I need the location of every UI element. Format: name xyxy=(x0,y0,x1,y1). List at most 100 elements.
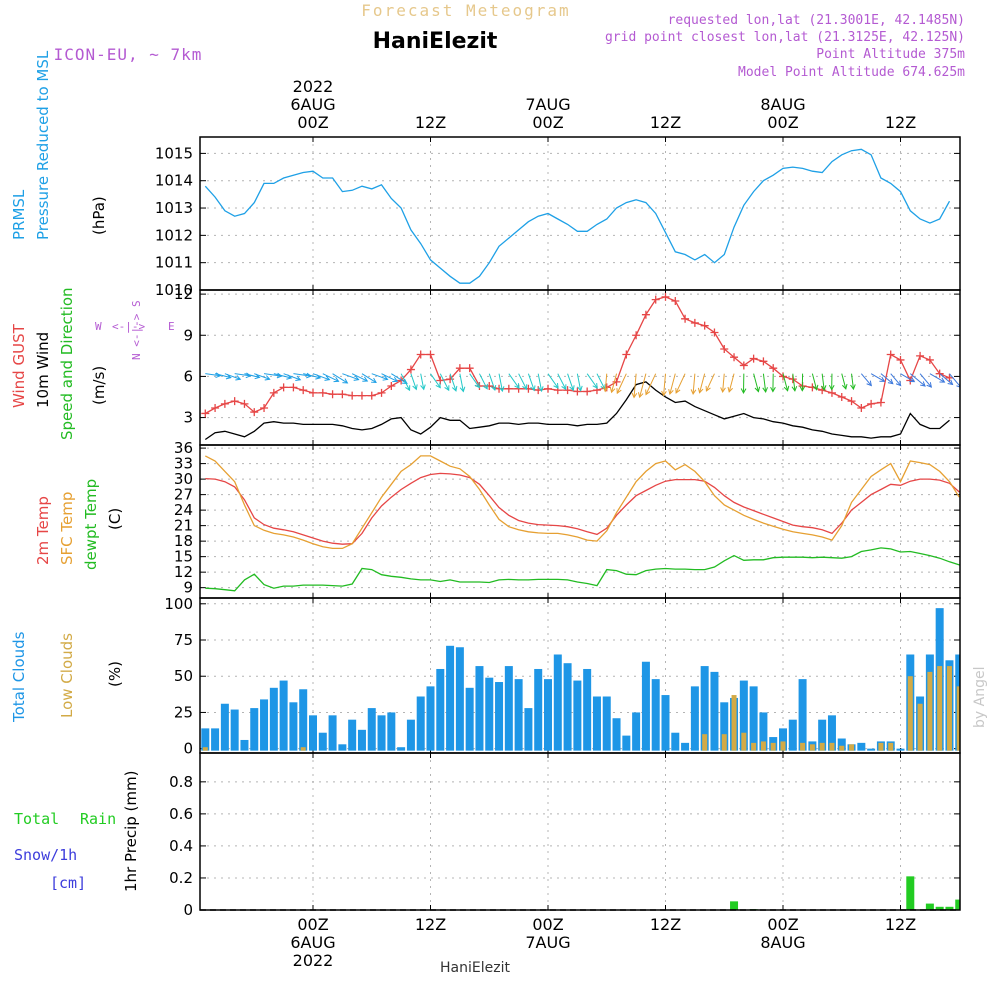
gust-point xyxy=(759,357,767,365)
y-tick-label: 1011 xyxy=(155,254,193,272)
wind-arrow xyxy=(509,374,519,389)
low-cloud-bar xyxy=(741,733,746,751)
bottom-time-label: 12Z xyxy=(885,915,916,934)
top-time-label: 6AUG xyxy=(290,95,335,114)
total-cloud-bar xyxy=(456,647,464,750)
temp-label-2m: 2m Temp xyxy=(34,496,52,565)
cloud-label-total: Total Clouds xyxy=(10,631,28,723)
total-cloud-bar xyxy=(338,744,346,750)
gust-point xyxy=(671,297,679,305)
gust-point xyxy=(358,392,366,400)
footer-name: HaniElezit xyxy=(440,960,510,976)
y-tick-label: 25 xyxy=(174,703,193,721)
y-tick-label: 12 xyxy=(174,285,193,303)
gust-point xyxy=(750,355,758,363)
bottom-time-label: 00Z xyxy=(297,915,328,934)
bottom-time-label: 00Z xyxy=(532,915,563,934)
low-cloud-bar xyxy=(810,744,815,750)
top-time-label: 00Z xyxy=(532,113,563,132)
bottom-time-label: 7AUG xyxy=(525,933,570,952)
total-cloud-bar xyxy=(505,666,513,751)
bottom-time-label: 12Z xyxy=(415,915,446,934)
wind-arrow xyxy=(587,374,597,388)
wind-arrow xyxy=(646,374,656,395)
gust-point xyxy=(544,385,552,393)
model-label: ICON-EU, ~ 7km xyxy=(54,45,203,64)
total-cloud-bar xyxy=(231,710,239,751)
gridpoint-coords: grid point closest lon,lat (21.3125E, 42… xyxy=(605,30,965,45)
gust-point xyxy=(701,322,709,330)
total-cloud-bar xyxy=(299,689,307,750)
wind-label-10m: 10m Wind xyxy=(34,332,52,408)
gust-point xyxy=(632,331,640,339)
gust-point xyxy=(897,356,905,364)
y-tick-label: 9 xyxy=(183,326,193,344)
precip-label-total: Total xyxy=(14,810,59,828)
low-cloud-bar xyxy=(781,741,786,750)
top-time-label: 12Z xyxy=(885,113,916,132)
y-tick-label: 0.8 xyxy=(169,773,193,791)
top-time-label: 2022 xyxy=(293,77,334,96)
panel-4: 00.20.40.60.8 xyxy=(169,753,973,919)
bottom-time-label: 12Z xyxy=(650,915,681,934)
gust-point xyxy=(622,350,630,358)
temp-unit: (C) xyxy=(106,508,124,530)
panel-frame xyxy=(200,753,960,910)
pressure-label-2: Pressure Reduced to MSL xyxy=(34,50,52,240)
plot-area: 1010101110121013101410153691291215182124… xyxy=(155,77,1000,970)
low-cloud-bar xyxy=(820,743,825,751)
gust-point xyxy=(338,390,346,398)
top-title: Forecast Meteogram xyxy=(361,1,570,20)
gust-point xyxy=(681,315,689,323)
gust-point xyxy=(260,404,268,412)
total-cloud-bar xyxy=(397,747,405,750)
total-cloud-bar xyxy=(368,708,376,751)
y-tick-label: 21 xyxy=(174,517,193,535)
gust-point xyxy=(387,382,395,390)
gust-point xyxy=(201,409,209,417)
panel-marks xyxy=(730,876,973,910)
y-tick-label: 1015 xyxy=(155,144,193,162)
total-cloud-bar xyxy=(485,678,493,751)
total-cloud-bar xyxy=(378,715,386,750)
gust-point xyxy=(857,404,865,412)
gust-point xyxy=(348,392,356,400)
requested-coords: requested lon,lat (21.3001E, 42.1485N) xyxy=(668,13,965,28)
rain-bar xyxy=(730,901,738,910)
gust-point xyxy=(877,398,885,406)
total-cloud-bar xyxy=(710,672,718,751)
total-cloud-bar xyxy=(857,743,865,751)
gust-point xyxy=(378,389,386,397)
rain-bar xyxy=(965,907,973,910)
total-cloud-bar xyxy=(358,730,366,751)
top-time-label: 12Z xyxy=(415,113,446,132)
low-cloud-bar xyxy=(849,744,854,750)
y-tick-label: 36 xyxy=(174,439,193,457)
total-cloud-bar xyxy=(260,699,268,750)
total-cloud-bar xyxy=(280,681,288,751)
total-cloud-bar xyxy=(799,679,807,751)
wind-label-dir: Speed and Direction xyxy=(58,287,76,440)
total-cloud-bar xyxy=(348,720,356,751)
precip-label-rain: Rain xyxy=(80,810,116,828)
bottom-time-label: 00Z xyxy=(767,915,798,934)
y-tick-label: 0 xyxy=(183,901,193,919)
bottom-time-label: 2022 xyxy=(293,951,334,970)
total-cloud-bar xyxy=(475,666,483,751)
precip-label-cm: [cm] xyxy=(50,874,86,892)
precip-label-snow: Snow/1h xyxy=(14,846,77,864)
bottom-time-label: 6AUG xyxy=(290,933,335,952)
total-cloud-bar xyxy=(446,646,454,751)
total-cloud-bar xyxy=(427,686,435,750)
total-cloud-bar xyxy=(897,749,905,751)
total-cloud-bar xyxy=(662,695,670,751)
y-tick-label: 0.6 xyxy=(169,805,193,823)
gust-point xyxy=(505,385,513,393)
total-cloud-bar xyxy=(867,749,875,751)
low-cloud-bar xyxy=(996,718,1000,750)
total-cloud-bar xyxy=(524,708,532,751)
y-tick-label: 0 xyxy=(183,740,193,758)
